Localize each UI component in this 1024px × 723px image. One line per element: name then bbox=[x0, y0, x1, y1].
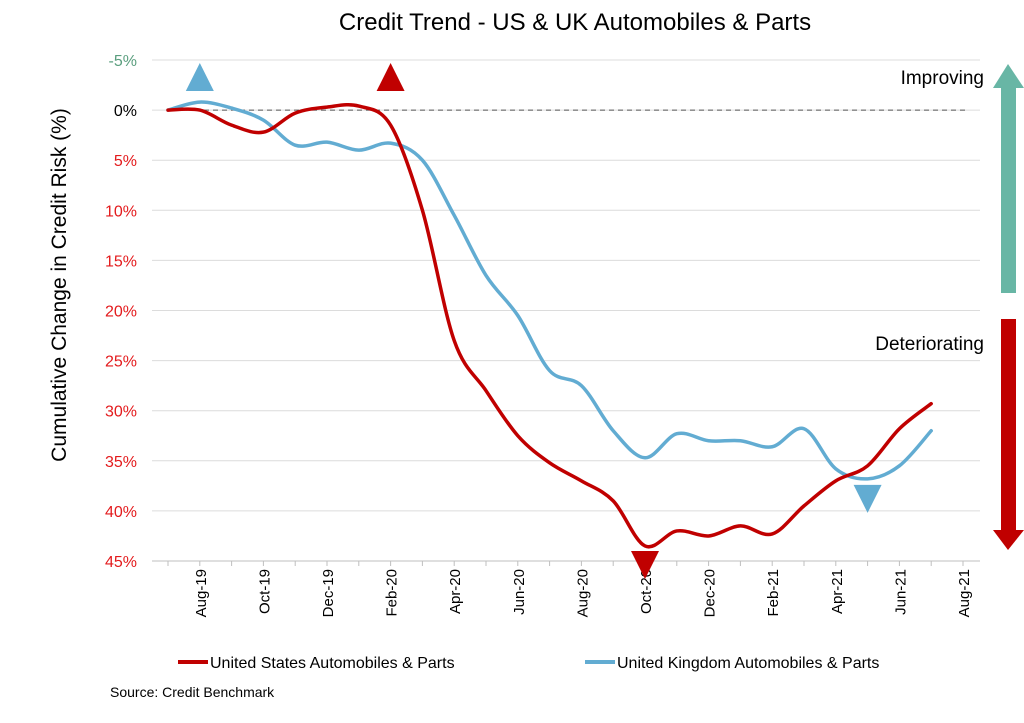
up-triangle-icon bbox=[376, 63, 405, 92]
y-tick-label: -5% bbox=[109, 53, 137, 70]
x-tick-label: Feb-21 bbox=[765, 569, 782, 617]
y-tick-label: 25% bbox=[105, 354, 137, 371]
deteriorating-arrow-icon bbox=[993, 319, 1024, 550]
us-series-line bbox=[166, 103, 933, 549]
x-tick-label: Oct-19 bbox=[256, 569, 273, 614]
x-axis: Aug-19 Oct-19 Dec-19 Feb-20 Apr-20 Jun-20 Aug-… bbox=[152, 560, 980, 617]
chart-title: Credit Trend - US & UK Automobiles & Par… bbox=[339, 9, 811, 36]
x-tick-label: Aug-21 bbox=[956, 569, 973, 617]
y-tick-label: 10% bbox=[105, 203, 137, 220]
down-triangle-icon bbox=[853, 484, 882, 513]
x-tick-label: Apr-21 bbox=[829, 569, 846, 614]
y-tick-label: 40% bbox=[105, 504, 137, 521]
deteriorating-label: Deteriorating bbox=[875, 334, 984, 355]
uk-series-line bbox=[166, 100, 933, 481]
down-triangle-icon bbox=[631, 551, 659, 580]
x-tick-label: Oct-20 bbox=[638, 569, 655, 614]
source-note: Source: Credit Benchmark bbox=[110, 684, 275, 700]
y-tick-label: 5% bbox=[114, 153, 137, 170]
up-triangle-icon bbox=[185, 63, 214, 92]
y-tick-label: 20% bbox=[105, 304, 137, 321]
x-tick-label: Jun-21 bbox=[892, 569, 909, 615]
y-axis-ticks: -5% 0% 5% 10% 15% 20% 25% 30% 35% 40% 45% bbox=[105, 53, 137, 571]
x-tick-label: Feb-20 bbox=[384, 569, 401, 617]
y-tick-label: 35% bbox=[105, 454, 137, 471]
y-tick-label: 0% bbox=[114, 103, 137, 120]
x-tick-label: Aug-20 bbox=[574, 569, 591, 617]
y-axis-label: Cumulative Change in Credit Risk (%) bbox=[48, 108, 71, 462]
improving-arrow-icon bbox=[993, 64, 1024, 293]
trend-markers bbox=[185, 63, 882, 580]
y-tick-label: 15% bbox=[105, 253, 137, 270]
improving-label: Improving bbox=[901, 68, 984, 89]
y-tick-label: 45% bbox=[105, 554, 137, 571]
legend: United States Automobiles & Parts United… bbox=[178, 655, 879, 672]
x-tick-label: Jun-20 bbox=[511, 569, 528, 615]
x-tick-label: Apr-20 bbox=[447, 569, 464, 614]
series-lines bbox=[166, 100, 933, 549]
x-tick-label: Dec-20 bbox=[702, 569, 719, 617]
y-tick-label: 30% bbox=[105, 404, 137, 421]
legend-label-us: United States Automobiles & Parts bbox=[210, 655, 455, 672]
x-tick-label: Dec-19 bbox=[320, 569, 337, 617]
legend-label-uk: United Kingdom Automobiles & Parts bbox=[617, 655, 879, 672]
x-tick-label: Aug-19 bbox=[193, 569, 210, 617]
